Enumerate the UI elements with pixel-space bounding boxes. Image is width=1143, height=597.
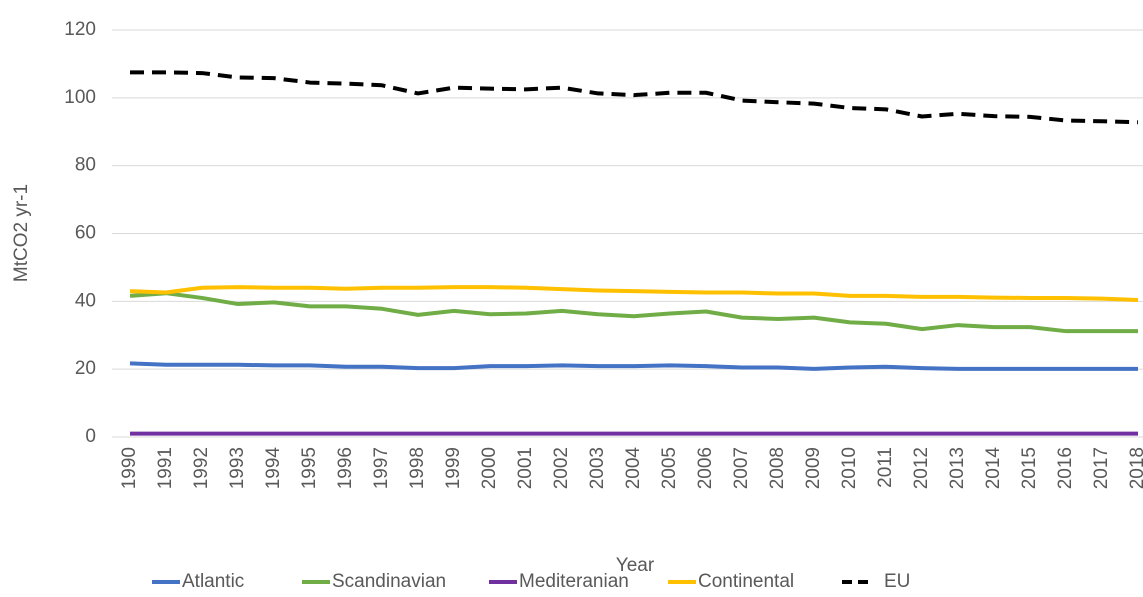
x-tick-label: 2016 xyxy=(1055,447,1076,489)
x-tick-label: 2009 xyxy=(803,447,824,489)
x-tick-label: 1996 xyxy=(335,447,356,489)
y-tick-label: 100 xyxy=(64,87,96,108)
y-tick-label: 60 xyxy=(75,223,96,244)
x-tick-label: 1993 xyxy=(227,447,248,489)
legend-label: Continental xyxy=(698,571,794,592)
legend-label: Scandinavian xyxy=(332,571,446,592)
y-axis-title: MtCO2 yr-1 xyxy=(11,184,32,282)
x-tick-label: 2011 xyxy=(875,447,896,488)
x-tick-label: 2000 xyxy=(479,447,500,489)
x-tick-label: 2001 xyxy=(515,447,536,489)
x-tick-label: 2006 xyxy=(695,447,716,489)
y-tick-label: 20 xyxy=(75,358,96,379)
x-tick-label: 2008 xyxy=(767,447,788,489)
x-axis-title: Year xyxy=(616,555,655,576)
x-tick-label: 2005 xyxy=(659,447,680,489)
x-tick-label: 2014 xyxy=(983,447,1004,490)
x-tick-label: 2013 xyxy=(947,447,968,489)
line-series xyxy=(129,291,1138,334)
y-tick-label: 0 xyxy=(85,426,96,447)
y-tick-label: 80 xyxy=(75,155,96,176)
x-tick-label: 2002 xyxy=(551,447,572,489)
y-tick-label: 40 xyxy=(75,290,96,311)
legend-label: Atlantic xyxy=(182,571,244,592)
x-tick-label: 1994 xyxy=(263,447,284,490)
x-tick-label: 2003 xyxy=(587,447,608,489)
legend-label: Mediteranian xyxy=(519,571,629,592)
x-tick-label: 1998 xyxy=(407,447,428,489)
x-tick-label: 1997 xyxy=(371,447,392,489)
x-tick-label: 1990 xyxy=(119,447,140,489)
x-tick-label: 1991 xyxy=(155,447,176,489)
y-tick-label: 120 xyxy=(64,19,96,40)
x-tick-label: 2017 xyxy=(1091,447,1112,489)
x-tick-label: 2018 xyxy=(1127,447,1143,489)
x-tick-label: 1999 xyxy=(443,447,464,489)
x-tick-label: 2012 xyxy=(911,447,932,489)
line-series xyxy=(129,361,1138,371)
x-tick-label: 2015 xyxy=(1019,447,1040,489)
legend-label: EU xyxy=(884,571,910,592)
x-tick-label: 1995 xyxy=(299,447,320,489)
x-tick-label: 2004 xyxy=(623,447,644,490)
line-series xyxy=(129,285,1139,302)
x-tick-label: 2010 xyxy=(839,447,860,489)
line-series xyxy=(130,70,1139,125)
x-tick-label: 2007 xyxy=(731,447,752,489)
x-tick-label: 1992 xyxy=(191,447,212,489)
